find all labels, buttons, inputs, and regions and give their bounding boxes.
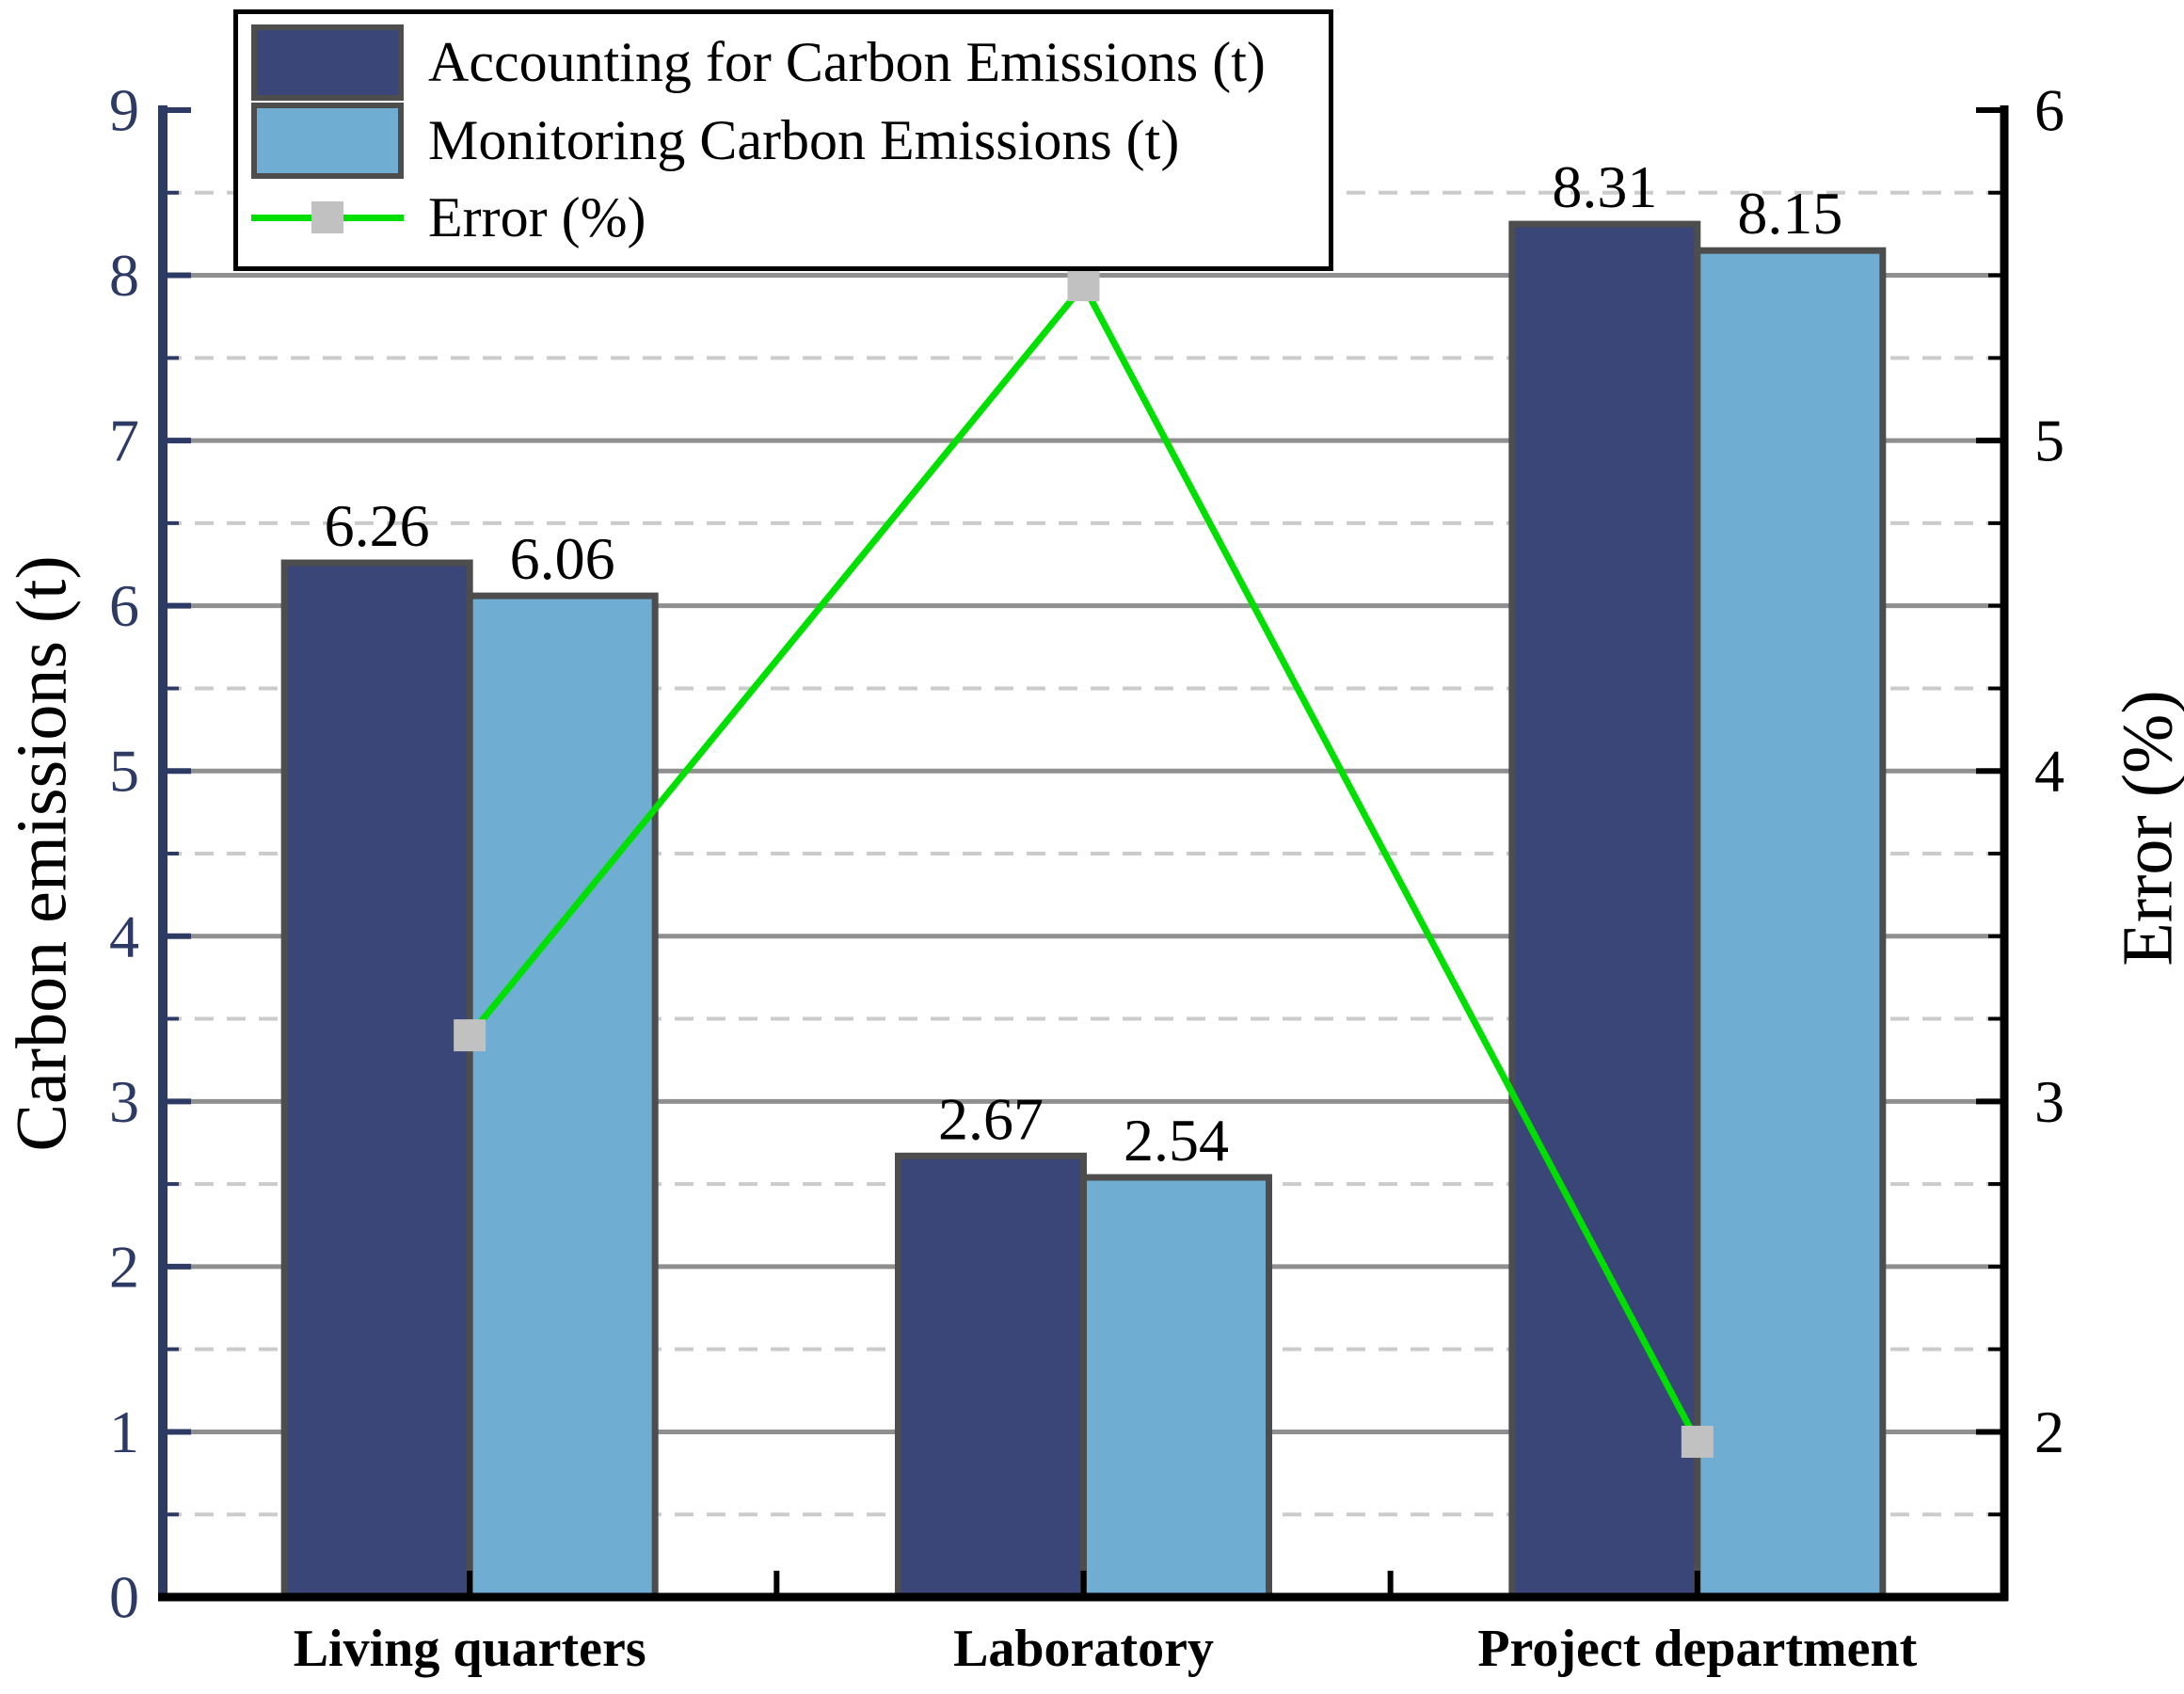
error-marker bbox=[1067, 269, 1100, 302]
legend-label-accounting: Accounting for Carbon Emissions (t) bbox=[428, 30, 1266, 93]
legend-label-error: Error (%) bbox=[428, 186, 646, 249]
left-axis-tick-label: 3 bbox=[109, 1068, 139, 1135]
bar-value-label: 2.67 bbox=[938, 1085, 1044, 1152]
right-axis-tick-label: 4 bbox=[2034, 738, 2064, 805]
legend-error-square-icon bbox=[311, 201, 343, 234]
left-axis-tick-label: 5 bbox=[109, 738, 139, 805]
bar-value-label: 6.06 bbox=[510, 525, 615, 592]
bar-value-label: 2.54 bbox=[1124, 1107, 1229, 1174]
legend-item-error: Error (%) bbox=[251, 179, 1319, 257]
legend: Accounting for Carbon Emissions (t) Moni… bbox=[233, 9, 1333, 271]
left-axis-tick-label: 0 bbox=[109, 1564, 139, 1631]
left-axis-tick-label: 6 bbox=[109, 572, 139, 639]
right-axis-tick-label: 2 bbox=[2034, 1398, 2064, 1465]
right-axis-tick-label: 3 bbox=[2034, 1068, 2064, 1135]
x-axis-category-label: Living quarters bbox=[294, 1620, 646, 1678]
error-marker bbox=[454, 1019, 486, 1052]
legend-label-monitoring: Monitoring Carbon Emissions (t) bbox=[428, 108, 1180, 171]
legend-item-monitoring: Monitoring Carbon Emissions (t) bbox=[251, 102, 1319, 180]
legend-item-accounting: Accounting for Carbon Emissions (t) bbox=[251, 24, 1319, 102]
left-axis-tick-label: 8 bbox=[109, 242, 139, 309]
legend-swatch-monitoring bbox=[251, 102, 404, 179]
left-axis-tick-label: 9 bbox=[109, 77, 139, 144]
right-axis-tick-label: 6 bbox=[2034, 77, 2064, 144]
bar-value-label: 8.31 bbox=[1552, 153, 1657, 220]
left-axis-tick-label: 7 bbox=[109, 408, 139, 474]
error-marker bbox=[1681, 1425, 1714, 1458]
bar-monitoring bbox=[1694, 247, 1887, 1601]
bar-accounting bbox=[280, 559, 473, 1601]
right-axis-title: Error (%) bbox=[2108, 690, 2184, 967]
bar-monitoring bbox=[466, 592, 659, 1601]
x-axis-category-label: Laboratory bbox=[953, 1620, 1214, 1678]
right-axis-tick-label: 5 bbox=[2034, 408, 2064, 474]
left-axis-tick-label: 2 bbox=[109, 1233, 139, 1300]
left-axis-title: Carbon emissions (t) bbox=[2, 555, 82, 1152]
legend-marker-error bbox=[251, 180, 404, 256]
x-axis-category-label: Project department bbox=[1477, 1620, 1917, 1678]
legend-swatch-accounting bbox=[251, 24, 404, 101]
left-axis-tick-label: 1 bbox=[109, 1398, 139, 1465]
left-axis-tick-label: 4 bbox=[109, 903, 139, 969]
bar-accounting bbox=[895, 1152, 1087, 1601]
bar-value-label: 6.26 bbox=[325, 492, 430, 559]
bar-value-label: 8.15 bbox=[1737, 180, 1842, 247]
bar-monitoring bbox=[1080, 1174, 1272, 1601]
